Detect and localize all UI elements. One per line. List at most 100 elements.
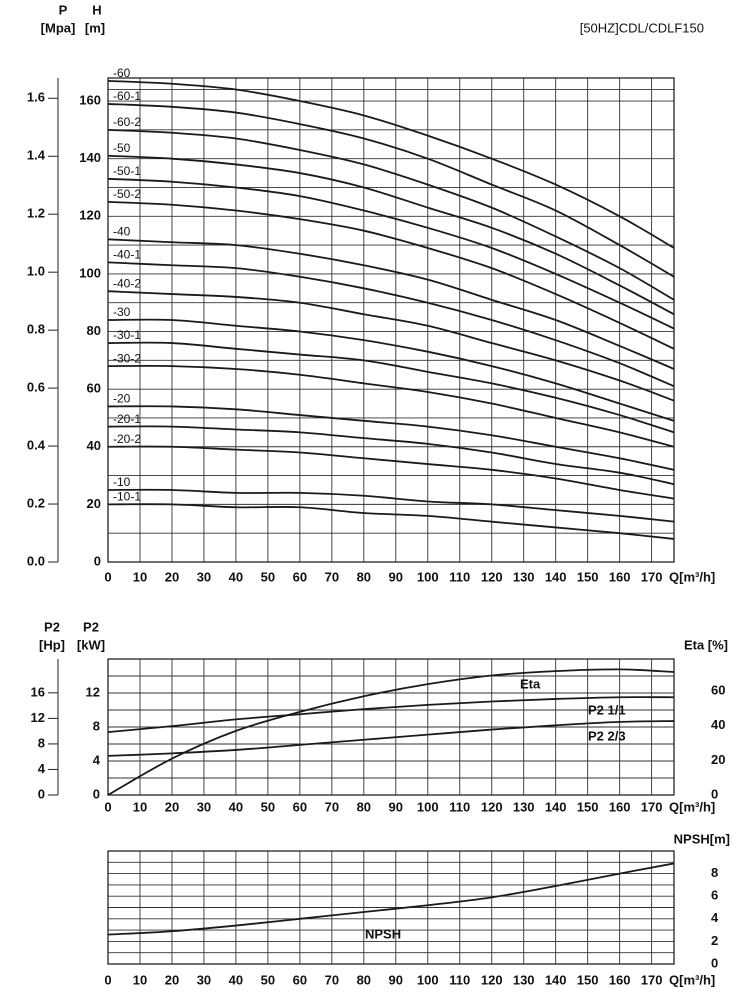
- x-tick-label: 120: [481, 799, 503, 814]
- curve: [107, 103, 675, 278]
- x-tick-label: 160: [609, 569, 631, 584]
- axis-title: P2: [83, 619, 99, 634]
- curve-label: P2 2/3: [588, 728, 626, 743]
- y-tick-label: 16: [31, 684, 45, 699]
- y-tick-label: 12: [31, 710, 45, 725]
- curve-label: -50-2: [113, 187, 141, 201]
- x-tick-label: 80: [357, 569, 371, 584]
- plot-frame: [107, 77, 675, 563]
- y-tick-label: 0.6: [27, 380, 45, 395]
- axis-title: H: [92, 2, 101, 17]
- x-tick-label: 150: [577, 569, 599, 584]
- y-tick-label: 100: [79, 265, 101, 280]
- x-tick-label: 30: [197, 972, 211, 987]
- curve-label: -60: [113, 66, 131, 80]
- y-tick-label: 0: [38, 786, 45, 801]
- y-tick-label: 8: [93, 718, 100, 733]
- x-tick-label: 170: [641, 972, 663, 987]
- curve-label: P2 1/1: [588, 702, 626, 717]
- y-tick-label: 1.0: [27, 264, 45, 279]
- curve-label: -50: [113, 141, 131, 155]
- curve: [107, 503, 675, 540]
- curve: [107, 261, 675, 388]
- x-tick-label: 170: [641, 799, 663, 814]
- curve: [107, 425, 675, 486]
- y-tick-label: 4: [711, 910, 719, 925]
- curve: [107, 318, 675, 422]
- x-tick-label: 10: [133, 799, 147, 814]
- y-tick-label: 0.4: [27, 438, 46, 453]
- curve: [107, 128, 675, 301]
- x-tick-label: 60: [293, 569, 307, 584]
- x-tick-label: 140: [545, 569, 567, 584]
- curve-label: -60-2: [113, 115, 141, 129]
- curve: [107, 177, 675, 330]
- y-tick-label: 20: [711, 752, 725, 767]
- axis-unit: [Mpa]: [41, 20, 76, 35]
- curve: [107, 696, 675, 733]
- y-tick-label: 0: [94, 553, 101, 568]
- x-tick-label: 100: [417, 799, 439, 814]
- curve: [107, 405, 675, 471]
- axis-unit: [Hp]: [39, 637, 65, 652]
- axis-unit: [kW]: [77, 637, 105, 652]
- x-tick-label: 110: [449, 799, 470, 814]
- y-tick-label: 6: [711, 888, 718, 903]
- y-tick-label: 40: [711, 717, 725, 732]
- x-tick-label: 100: [417, 972, 439, 987]
- y-tick-label: 60: [711, 682, 725, 697]
- plot-frame: [107, 850, 675, 965]
- y-tick-label: 0: [711, 786, 718, 801]
- x-tick-label: 20: [165, 972, 179, 987]
- y-tick-label: 2: [711, 933, 718, 948]
- curve: [107, 364, 675, 448]
- curve: [107, 720, 675, 757]
- axis-unit: [m]: [85, 20, 105, 35]
- x-tick-label: 130: [513, 972, 535, 987]
- curve-label: -20-1: [113, 412, 141, 426]
- y-tick-label: 12: [86, 684, 100, 699]
- y-tick-label: 140: [79, 150, 101, 165]
- x-tick-label: 10: [133, 569, 147, 584]
- x-tick-label: 140: [545, 972, 567, 987]
- curve-label: -20: [113, 392, 131, 406]
- curve-label: -60-1: [113, 89, 141, 103]
- y-tick-label: 60: [87, 381, 101, 396]
- y-tick-label: 0.8: [27, 322, 45, 337]
- x-tick-label: 90: [389, 569, 403, 584]
- x-tick-label: 40: [229, 799, 243, 814]
- x-tick-label: 160: [609, 972, 631, 987]
- x-tick-label: 70: [325, 972, 339, 987]
- y-tick-label: 1.2: [27, 206, 45, 221]
- x-tick-label: 120: [481, 569, 503, 584]
- x-tick-label: 10: [133, 972, 147, 987]
- curve-label: -30: [113, 305, 131, 319]
- x-tick-label: 60: [293, 799, 307, 814]
- y-tick-label: 0.2: [27, 495, 45, 510]
- x-tick-label: 50: [261, 569, 275, 584]
- x-tick-label: 80: [357, 799, 371, 814]
- y-tick-label: 4: [38, 761, 46, 776]
- curve-label: -10-1: [113, 490, 141, 504]
- curve: [107, 668, 675, 796]
- x-tick-label: 100: [417, 569, 439, 584]
- x-axis-title: Q[m³/h]: [669, 569, 715, 584]
- y-tick-label: 20: [87, 496, 101, 511]
- x-tick-label: 70: [325, 799, 339, 814]
- y-tick-label: 1.4: [27, 148, 46, 163]
- x-tick-label: 90: [389, 799, 403, 814]
- axis-title: P2: [44, 619, 60, 634]
- x-tick-label: 30: [197, 569, 211, 584]
- y-tick-label: 0.0: [27, 553, 45, 568]
- curve: [107, 862, 675, 936]
- x-tick-label: 150: [577, 972, 599, 987]
- x-tick-label: 140: [545, 799, 567, 814]
- x-tick-label: 40: [229, 569, 243, 584]
- curve-label: -40: [113, 225, 131, 239]
- x-tick-label: 30: [197, 799, 211, 814]
- x-tick-label: 80: [357, 972, 371, 987]
- x-axis-title: Q[m³/h]: [669, 799, 715, 814]
- plot-frame: [107, 658, 675, 796]
- y-tick-label: 0: [711, 955, 718, 970]
